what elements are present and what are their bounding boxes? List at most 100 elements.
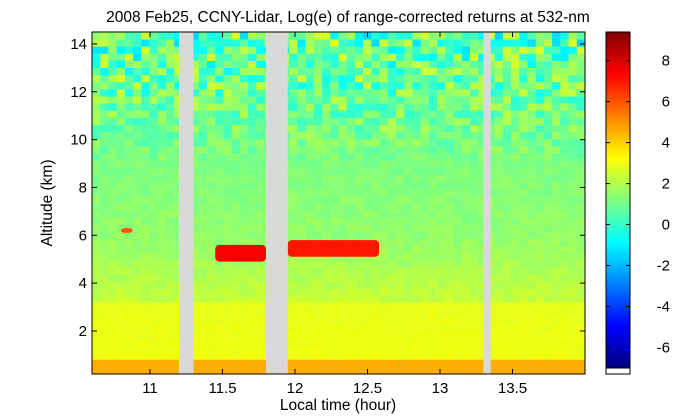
heatmap-cell bbox=[568, 288, 578, 297]
heatmap-cell bbox=[379, 274, 389, 282]
heatmap-cell bbox=[289, 103, 298, 111]
heatmap-cell bbox=[420, 295, 430, 304]
heatmap-cell bbox=[354, 210, 364, 218]
heatmap-cell bbox=[428, 274, 438, 282]
heatmap-cell bbox=[215, 124, 224, 133]
heatmap-cell bbox=[404, 295, 413, 304]
heatmap-cell bbox=[149, 124, 159, 133]
heatmap-cell bbox=[108, 81, 118, 90]
heatmap-cell bbox=[519, 39, 528, 47]
heatmap-cell bbox=[445, 203, 454, 211]
heatmap-cell bbox=[412, 288, 422, 297]
heatmap-cell bbox=[124, 217, 134, 225]
heatmap-cell bbox=[305, 210, 315, 218]
heatmap-cell bbox=[313, 231, 323, 240]
heatmap-cell bbox=[141, 210, 150, 218]
heatmap-cell bbox=[174, 252, 183, 261]
heatmap-cell bbox=[519, 46, 528, 54]
heatmap-cell bbox=[576, 203, 586, 211]
heatmap-cell bbox=[124, 74, 134, 83]
heatmap-cell bbox=[404, 288, 413, 297]
heatmap-cell bbox=[239, 81, 249, 90]
heatmap-cell bbox=[412, 217, 422, 225]
heatmap-cell bbox=[108, 281, 118, 289]
heatmap-cell bbox=[543, 238, 553, 247]
heatmap-cell bbox=[576, 32, 586, 40]
heatmap-cell bbox=[141, 138, 150, 147]
heatmap-cell bbox=[371, 124, 380, 133]
heatmap-cell bbox=[289, 96, 298, 104]
heatmap-cell bbox=[116, 295, 126, 304]
heatmap-cell bbox=[116, 224, 126, 232]
heatmap-cell bbox=[207, 110, 216, 118]
heatmap-cell bbox=[157, 174, 167, 183]
heatmap-cell bbox=[379, 174, 389, 183]
heatmap-cell bbox=[215, 103, 224, 111]
heatmap-cell bbox=[535, 210, 545, 218]
heatmap-cell bbox=[420, 224, 430, 232]
heatmap-cell bbox=[527, 281, 537, 289]
heatmap-cell bbox=[108, 60, 118, 69]
heatmap-cell bbox=[478, 138, 487, 147]
heatmap-cell bbox=[527, 110, 537, 118]
heatmap-cell bbox=[289, 117, 298, 126]
heatmap-cell bbox=[215, 260, 224, 268]
heatmap-cell bbox=[428, 231, 438, 240]
x-tick-label: 11 bbox=[142, 380, 158, 397]
heatmap-cell bbox=[379, 53, 389, 61]
heatmap-cell bbox=[535, 260, 545, 268]
heatmap-cell bbox=[412, 260, 422, 268]
heatmap-cell bbox=[207, 153, 216, 161]
heatmap-cell bbox=[453, 238, 463, 247]
heatmap-cell bbox=[511, 39, 520, 47]
heatmap-cell bbox=[478, 195, 487, 204]
heatmap-cell bbox=[363, 74, 372, 83]
heatmap-cell bbox=[568, 210, 578, 218]
heatmap-cell bbox=[215, 224, 224, 232]
heatmap-cell bbox=[379, 288, 389, 297]
heatmap-cell bbox=[198, 117, 208, 126]
heatmap-cell bbox=[511, 81, 520, 90]
heatmap-cell bbox=[305, 74, 315, 83]
heatmap-cell bbox=[445, 153, 454, 161]
heatmap-cell bbox=[248, 188, 257, 197]
heatmap-cell bbox=[568, 160, 578, 168]
heatmap-cell bbox=[379, 167, 389, 175]
heatmap-cell bbox=[198, 174, 208, 183]
heatmap-cell bbox=[502, 203, 512, 211]
heatmap-cell bbox=[256, 146, 265, 154]
heatmap-cell bbox=[174, 160, 183, 168]
heatmap-cell bbox=[330, 53, 339, 61]
heatmap-cell bbox=[289, 46, 298, 54]
heatmap-cell bbox=[568, 117, 578, 126]
heatmap-cell bbox=[239, 203, 249, 211]
heatmap-cell bbox=[198, 267, 208, 275]
heatmap-cell bbox=[116, 103, 126, 111]
heatmap-cell bbox=[396, 110, 405, 118]
heatmap-cell bbox=[116, 288, 126, 297]
heatmap-cell bbox=[543, 110, 553, 118]
heatmap-cell bbox=[133, 74, 142, 83]
heatmap-cell bbox=[543, 60, 553, 69]
heatmap-cell bbox=[157, 32, 167, 40]
heatmap-cell bbox=[552, 288, 561, 297]
heatmap-cell bbox=[387, 60, 397, 69]
heatmap-cell bbox=[511, 53, 520, 61]
heatmap-cell bbox=[108, 96, 118, 104]
heatmap-cell bbox=[124, 60, 134, 69]
heatmap-cell bbox=[502, 160, 512, 168]
heatmap-cell bbox=[478, 238, 487, 247]
heatmap-cell bbox=[116, 274, 126, 282]
heatmap-cell bbox=[404, 181, 413, 190]
heatmap-cell bbox=[502, 32, 512, 40]
heatmap-cell bbox=[289, 110, 298, 118]
heatmap-cell bbox=[190, 210, 200, 218]
heatmap-cell bbox=[453, 188, 463, 197]
heatmap-cell bbox=[379, 217, 389, 225]
heatmap-cell bbox=[141, 96, 150, 104]
heatmap-cell bbox=[346, 288, 356, 297]
heatmap-cell bbox=[437, 103, 446, 111]
heatmap-cell bbox=[157, 224, 167, 232]
heatmap-cell bbox=[116, 210, 126, 218]
heatmap-cell bbox=[305, 39, 315, 47]
